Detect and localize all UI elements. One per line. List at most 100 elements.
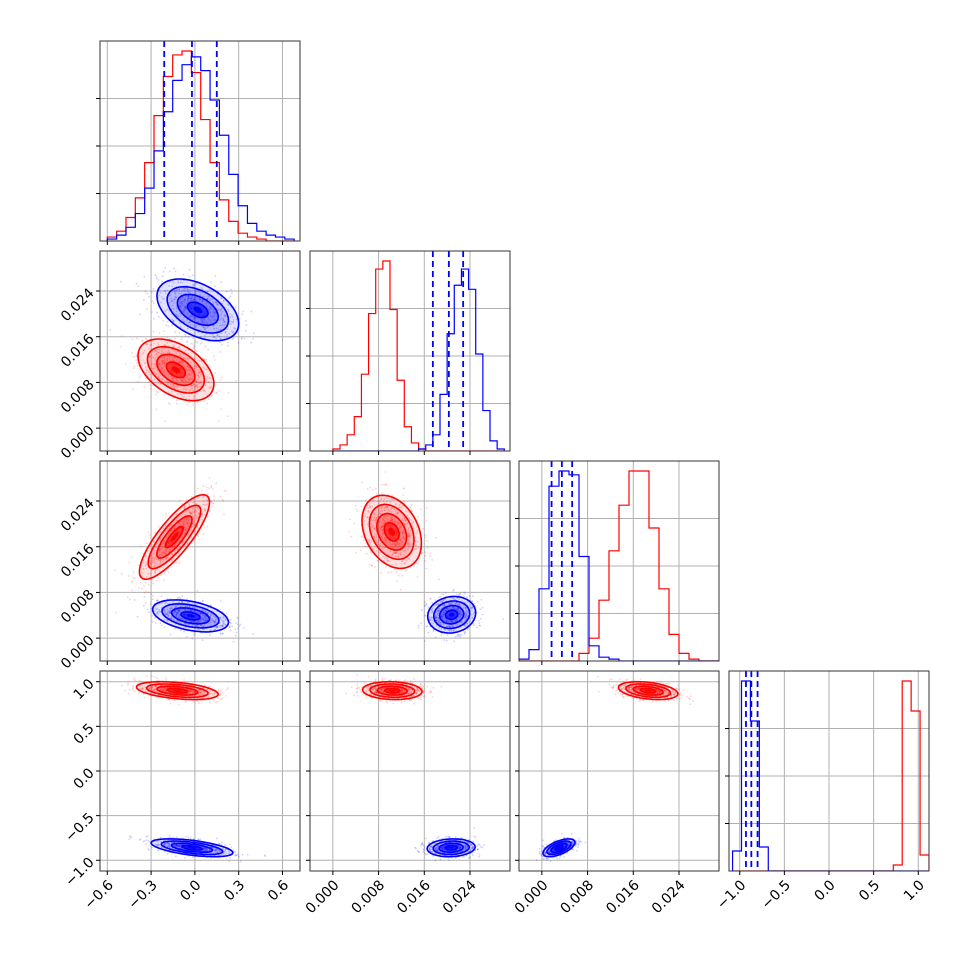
sample-point-red <box>154 690 157 693</box>
sample-point-red <box>368 563 371 566</box>
sample-point-blue <box>158 294 161 297</box>
sample-point-blue <box>195 317 197 320</box>
sample-point-blue <box>225 290 228 293</box>
sample-point-red <box>191 692 194 694</box>
sample-point-red <box>219 379 222 381</box>
sample-point-blue <box>167 614 170 617</box>
sample-point-red <box>166 351 169 354</box>
sample-point-blue <box>173 841 176 844</box>
sample-point-blue <box>446 620 449 623</box>
sample-point-blue <box>218 324 221 327</box>
sample-point-red <box>188 390 191 393</box>
sample-point-red <box>144 337 147 340</box>
sample-point-blue <box>184 307 187 310</box>
sample-point-blue <box>199 298 201 300</box>
sample-point-blue <box>464 616 467 619</box>
sample-point-red <box>400 526 402 529</box>
sample-point-blue <box>201 628 204 631</box>
sample-point-blue <box>194 632 197 634</box>
sample-point-red <box>192 384 195 387</box>
sample-point-red <box>161 561 164 563</box>
sample-point-red <box>178 561 181 564</box>
sample-point-red <box>135 359 138 362</box>
sample-point-red <box>363 528 366 531</box>
sample-point-red <box>163 572 166 574</box>
sample-point-red <box>131 581 134 583</box>
sample-point-red <box>178 703 180 706</box>
sample-point-red <box>161 348 164 350</box>
sample-point-red <box>166 320 169 323</box>
sample-point-blue <box>437 618 440 620</box>
sample-point-red <box>192 390 195 392</box>
sample-point-red <box>399 539 401 542</box>
sample-point-red <box>160 551 163 554</box>
sample-point-red <box>171 529 174 531</box>
sample-point-blue <box>176 609 179 611</box>
sample-point-red <box>165 512 168 515</box>
sample-point-red <box>140 340 143 342</box>
sample-point-red <box>164 514 167 517</box>
sample-point-red <box>145 567 148 570</box>
sample-point-red <box>163 551 165 553</box>
sample-point-red <box>145 343 148 346</box>
sample-point-blue <box>190 609 192 611</box>
sample-point-red <box>183 505 186 508</box>
sample-point-red <box>207 380 210 383</box>
sample-point-blue <box>177 292 180 295</box>
sample-point-blue <box>163 613 166 615</box>
sample-point-red <box>398 527 400 529</box>
sample-point-red <box>151 675 153 677</box>
sample-point-red <box>368 504 371 507</box>
sample-point-blue <box>263 854 266 857</box>
sample-point-red <box>403 517 406 519</box>
sample-point-red <box>181 541 184 544</box>
sample-point-red <box>379 543 381 546</box>
sample-point-red <box>189 389 191 391</box>
sample-point-red <box>148 534 151 536</box>
sample-point-red <box>174 561 177 564</box>
sample-point-red <box>175 513 178 515</box>
sample-point-blue <box>427 606 430 609</box>
sample-point-red <box>424 554 426 557</box>
sample-point-blue <box>201 320 204 323</box>
sample-point-blue <box>155 275 158 278</box>
sample-point-red <box>416 540 419 543</box>
sample-point-red <box>389 544 392 547</box>
sample-point-blue <box>459 634 462 637</box>
sample-point-red <box>374 566 376 568</box>
sample-point-red <box>355 508 357 510</box>
sample-point-blue <box>145 839 148 841</box>
sample-point-red <box>180 378 183 381</box>
sample-point-red <box>160 553 163 556</box>
sample-point-blue <box>176 619 179 622</box>
sample-point-blue <box>437 626 440 629</box>
sample-point-red <box>220 376 223 379</box>
sample-point-red <box>160 688 163 690</box>
sample-point-red <box>170 338 173 341</box>
sample-point-blue <box>443 613 445 616</box>
sample-point-red <box>159 364 162 366</box>
sample-point-red <box>406 548 409 550</box>
sample-point-red <box>407 557 410 560</box>
sample-point-blue <box>163 608 166 611</box>
sample-point-red <box>193 691 196 694</box>
sample-point-blue <box>187 295 190 298</box>
sample-point-red <box>170 382 172 384</box>
sample-point-red <box>219 689 222 692</box>
sample-point-blue <box>210 315 213 317</box>
sample-point-blue <box>169 633 172 636</box>
sample-point-red <box>184 532 187 535</box>
sample-point-red <box>215 482 218 485</box>
sample-point-blue <box>184 298 187 301</box>
sample-point-blue <box>479 624 482 627</box>
sample-point-red <box>399 545 402 548</box>
sample-point-blue <box>169 607 172 610</box>
sample-point-blue <box>202 322 204 324</box>
sample-point-blue <box>204 620 206 623</box>
sample-point-red <box>226 415 229 418</box>
sample-point-blue <box>202 618 205 621</box>
sample-point-red <box>390 516 393 519</box>
sample-point-red <box>429 555 431 558</box>
sample-point-red <box>177 541 180 544</box>
sample-point-red <box>145 371 147 374</box>
